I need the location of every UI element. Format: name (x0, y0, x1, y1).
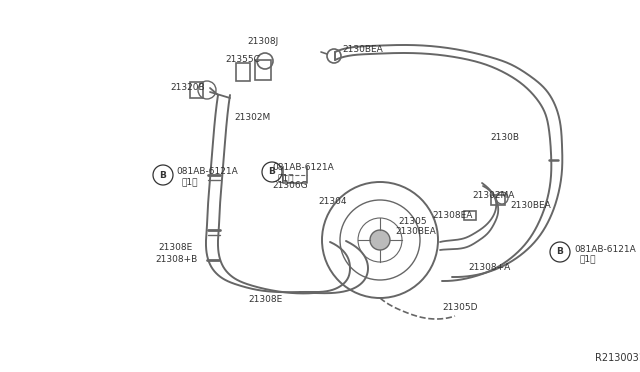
Text: B: B (269, 167, 275, 176)
Text: 2130BEA: 2130BEA (395, 228, 436, 237)
Text: 21305D: 21305D (442, 304, 477, 312)
Text: 2130B: 2130B (490, 134, 519, 142)
Text: 21308+B: 21308+B (155, 256, 197, 264)
Bar (189, 82, 202, 98)
Text: （1）: （1） (181, 177, 198, 186)
Text: 21304: 21304 (318, 198, 346, 206)
Text: （1）: （1） (277, 173, 294, 183)
Text: B: B (159, 170, 166, 180)
Text: 21308J: 21308J (247, 38, 278, 46)
Text: 081AB-6121A: 081AB-6121A (272, 164, 333, 173)
Text: 21302MA: 21302MA (472, 190, 515, 199)
Text: 21320B: 21320B (170, 83, 205, 93)
Text: 21306G: 21306G (272, 182, 308, 190)
Bar (491, 195, 505, 205)
Text: 21308E: 21308E (158, 244, 192, 253)
Text: 2130BEA: 2130BEA (510, 201, 551, 209)
Text: （1）: （1） (579, 254, 595, 263)
Text: 21355C: 21355C (225, 55, 260, 64)
Text: 21302M: 21302M (234, 113, 270, 122)
Bar (255, 60, 271, 80)
Text: 21305: 21305 (398, 218, 427, 227)
Text: 21308E: 21308E (248, 295, 282, 305)
Text: B: B (557, 247, 563, 257)
Text: R2130031: R2130031 (595, 353, 640, 363)
Text: 081AB-6121A: 081AB-6121A (176, 167, 237, 176)
Text: 081AB-6121A: 081AB-6121A (574, 244, 636, 253)
Text: 21308EA: 21308EA (432, 211, 472, 219)
Text: 21308+A: 21308+A (468, 263, 510, 273)
Bar (236, 63, 250, 81)
Bar (464, 211, 476, 219)
Text: 2130BEA: 2130BEA (342, 45, 383, 55)
Circle shape (370, 230, 390, 250)
